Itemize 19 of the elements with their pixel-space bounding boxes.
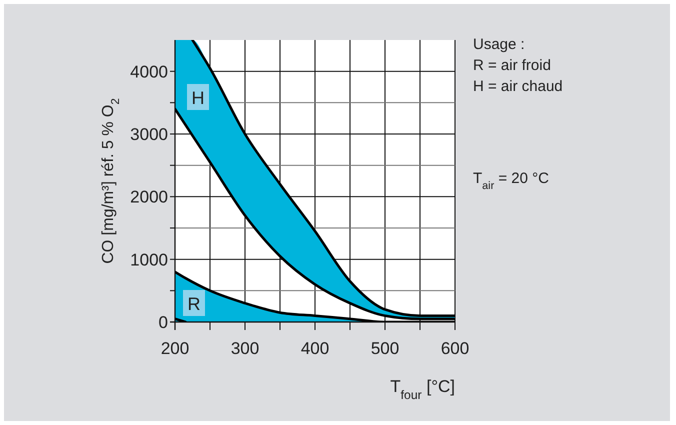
annotation: R (188, 294, 200, 314)
annotation: H (192, 88, 204, 108)
x-tick-label: 600 (440, 339, 470, 358)
letter-tag: R (183, 290, 205, 316)
x-tick-label: 400 (300, 339, 330, 358)
y-tick-label: 3000 (130, 125, 168, 144)
y-tick-label: 0 (158, 313, 168, 332)
y-tick-label: 1000 (130, 250, 168, 270)
letter-tag: H (187, 84, 209, 110)
x-axis-title: T$_{four}$ [°C] (390, 377, 455, 402)
text: Usage : (473, 36, 525, 53)
x-tick-label: 500 (370, 339, 400, 358)
text: H = air chaud (473, 78, 563, 95)
x-tick-label: 200 (160, 339, 190, 358)
text: R = air froid (473, 57, 551, 74)
text: T$_{air}$ = 20 °C (473, 170, 550, 192)
x-tick-label: 300 (230, 339, 260, 358)
y-tick-label: 4000 (130, 62, 168, 82)
y-tick-label: 2000 (130, 188, 168, 207)
